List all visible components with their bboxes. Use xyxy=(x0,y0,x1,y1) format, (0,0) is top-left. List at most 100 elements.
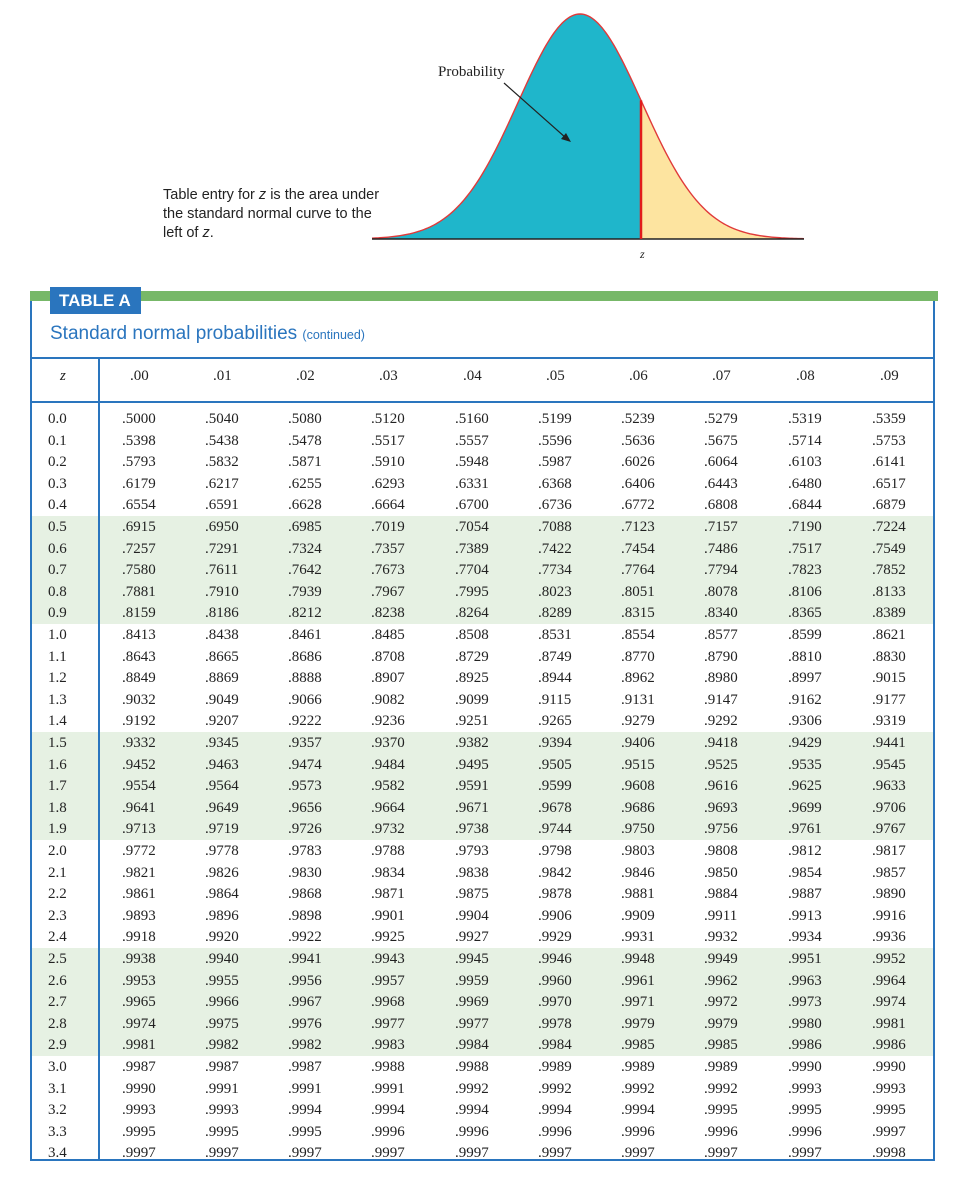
table-cell: .9406 xyxy=(621,735,655,751)
table-cell: .9808 xyxy=(704,843,738,859)
table-cell: .9893 xyxy=(122,907,156,924)
table-cell: .9961 xyxy=(621,972,655,989)
table-cell: .9099 xyxy=(455,691,489,708)
table-cell: .9573 xyxy=(288,778,322,795)
table-cell: .9545 xyxy=(872,756,906,773)
table-cell: .9974 xyxy=(122,1015,156,1032)
table-cell: .9997 xyxy=(371,1145,405,1162)
table-cell: .6736 xyxy=(538,497,572,514)
table-cell: .9357 xyxy=(288,735,322,751)
table-cell: .9803 xyxy=(621,843,655,859)
table-cell: .6293 xyxy=(371,475,405,492)
table-cell: .9997 xyxy=(704,1145,738,1162)
table-cell: .9633 xyxy=(872,778,906,795)
table-cell: .9979 xyxy=(704,1015,738,1032)
table-cell: .9995 xyxy=(288,1123,322,1140)
table-cell: .9463 xyxy=(205,756,239,773)
table-title: Standard normal probabilities (continued… xyxy=(50,323,365,344)
table-cell: .9032 xyxy=(122,691,156,708)
table-cell: .9916 xyxy=(872,907,906,924)
table-cell: .9082 xyxy=(371,691,405,708)
table-cell: .9977 xyxy=(455,1015,489,1032)
table-cell: .7190 xyxy=(788,519,822,535)
table-cell: .9664 xyxy=(371,799,405,816)
table-cell: .9850 xyxy=(704,864,738,881)
table-cell: .7939 xyxy=(288,583,322,600)
table-cell: .8365 xyxy=(788,605,822,622)
shaded-left-area xyxy=(372,14,641,239)
table-cell: .9993 xyxy=(205,1102,239,1119)
table-cell: .7794 xyxy=(704,562,738,579)
table-cell: .9162 xyxy=(788,691,822,708)
table-cell: .9418 xyxy=(704,735,738,751)
table-cell: .8599 xyxy=(788,627,822,643)
table-cell: .9981 xyxy=(872,1015,906,1032)
table-cell: .9987 xyxy=(288,1059,322,1075)
table-cell: .7967 xyxy=(371,583,405,600)
table-cell: .5040 xyxy=(205,411,239,427)
table-cell: .8289 xyxy=(538,605,572,622)
table-cell: .7454 xyxy=(621,540,655,557)
table-cell: .7224 xyxy=(872,519,906,535)
table-cell: .9987 xyxy=(122,1059,156,1075)
table-cell: .9115 xyxy=(538,691,572,708)
table-cell: .5596 xyxy=(538,432,572,449)
table-cell: .9986 xyxy=(788,1037,822,1054)
table-cell: .8106 xyxy=(788,583,822,600)
table-cell: .9995 xyxy=(704,1102,738,1119)
table-cell: .6591 xyxy=(205,497,239,514)
table-cell: .5871 xyxy=(288,454,322,471)
table-cell: .7673 xyxy=(371,562,405,579)
table-cell: .9793 xyxy=(455,843,489,859)
table-cell: .9678 xyxy=(538,799,572,816)
table-cell: .9641 xyxy=(122,799,156,816)
table-cell: .9306 xyxy=(788,713,822,730)
table-cell: .8643 xyxy=(122,648,156,665)
table-cell: .5120 xyxy=(371,411,405,427)
z-value: 1.6 xyxy=(48,756,67,773)
table-cell: .5675 xyxy=(704,432,738,449)
z-value: 0.3 xyxy=(48,475,67,492)
right-tail-area xyxy=(641,102,804,239)
table-cell: .9887 xyxy=(788,886,822,903)
table-cell: .6879 xyxy=(872,497,906,514)
z-column-divider xyxy=(98,359,100,1161)
table-cell: .8997 xyxy=(788,670,822,687)
table-cell: .6179 xyxy=(122,475,156,492)
table-cell: .9980 xyxy=(788,1015,822,1032)
table-cell: .9131 xyxy=(621,691,655,708)
table-cell: .9066 xyxy=(288,691,322,708)
z-value: 2.8 xyxy=(48,1015,67,1032)
z-value: 1.7 xyxy=(48,778,67,795)
table-cell: .9993 xyxy=(872,1080,906,1097)
table-cell: .9896 xyxy=(205,907,239,924)
table-cell: .8708 xyxy=(371,648,405,665)
table-cell: .5080 xyxy=(288,411,322,427)
table-cell: .7704 xyxy=(455,562,489,579)
table-cell: .9920 xyxy=(205,929,239,946)
table-cell: .6217 xyxy=(205,475,239,492)
table-cell: .5398 xyxy=(122,432,156,449)
table-cell: .5636 xyxy=(621,432,655,449)
table-cell: .9988 xyxy=(371,1059,405,1075)
table-cell: .6950 xyxy=(205,519,239,535)
table-cell: .5000 xyxy=(122,411,156,427)
row-group-band xyxy=(32,732,933,840)
table-cell: .9983 xyxy=(371,1037,405,1054)
table-cell: .8849 xyxy=(122,670,156,687)
table-cell: .9985 xyxy=(704,1037,738,1054)
table-cell: .9925 xyxy=(371,929,405,946)
table-cell: .6103 xyxy=(788,454,822,471)
table-cell: .9995 xyxy=(122,1123,156,1140)
table-cell: .5438 xyxy=(205,432,239,449)
table-cell: .7019 xyxy=(371,519,405,535)
table-cell: .9608 xyxy=(621,778,655,795)
table-cell: .6406 xyxy=(621,475,655,492)
table-cell: .9989 xyxy=(704,1059,738,1075)
table-cell: .9429 xyxy=(788,735,822,751)
table-cell: .9319 xyxy=(872,713,906,730)
column-header: .00 xyxy=(130,368,149,384)
table-cell: .7642 xyxy=(288,562,322,579)
table-cell: .9854 xyxy=(788,864,822,881)
table-cell: .9969 xyxy=(455,994,489,1011)
